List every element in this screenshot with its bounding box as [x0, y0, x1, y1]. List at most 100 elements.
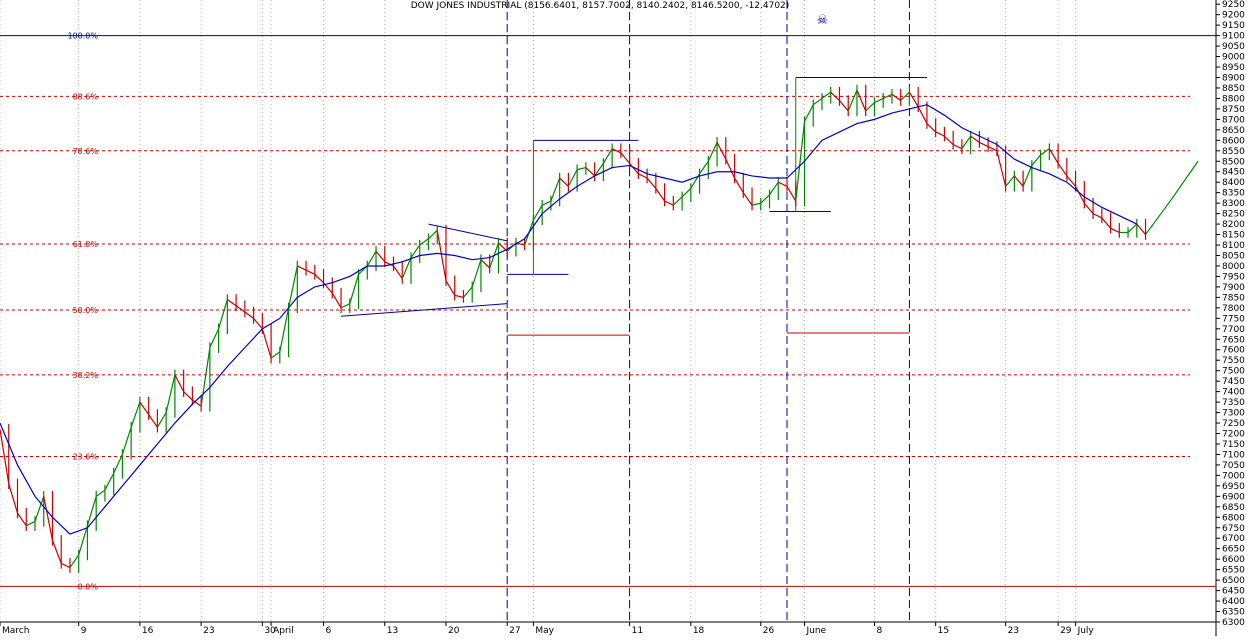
price-segment-110 [952, 143, 963, 150]
x-tick-label-0: March [2, 626, 29, 636]
price-segment-26 [218, 299, 228, 329]
y-tick-label-47: 8650 [1222, 126, 1245, 136]
price-segment-96 [830, 91, 840, 101]
y-tick-label-41: 8350 [1222, 189, 1245, 199]
y-tick-label-7: 6650 [1222, 545, 1245, 555]
y-tick-label-35: 8050 [1222, 252, 1245, 262]
price-segment-9 [69, 554, 80, 568]
price-segment-31 [261, 328, 272, 359]
y-tick-label-42: 8400 [1222, 178, 1245, 188]
price-segment-114 [987, 146, 998, 152]
price-segment-109 [943, 135, 954, 145]
y-tick-label-10: 6800 [1222, 513, 1245, 523]
x-tick-label-12: 18 [693, 626, 705, 636]
price-segment-121 [1048, 148, 1059, 164]
price-segment-25 [209, 328, 220, 348]
price-segment-11 [86, 496, 97, 526]
price-segment-21 [174, 374, 185, 392]
price-segment-24 [200, 347, 211, 407]
price-segment-116 [1005, 175, 1015, 187]
y-tick-label-4: 6500 [1222, 576, 1245, 586]
price-segment-71 [611, 148, 622, 154]
y-tick-label-8: 6700 [1222, 534, 1245, 544]
price-segment-94 [812, 97, 823, 106]
x-tick-label-5: April [273, 626, 294, 636]
y-tick-label-5: 6550 [1222, 566, 1245, 576]
x-tick-label-11: 11 [632, 626, 643, 636]
y-tick-label-3: 6450 [1222, 587, 1245, 597]
price-segment-45 [384, 261, 394, 267]
price-segment-112 [970, 135, 980, 143]
y-tick-label-32: 7900 [1222, 283, 1245, 293]
price-segment-10 [78, 525, 89, 556]
price-segment-7 [51, 540, 62, 564]
price-segment-104 [900, 91, 910, 101]
price-segment-32 [270, 351, 281, 359]
price-segment-72 [620, 152, 631, 164]
x-tick-label-10: May [535, 626, 554, 636]
price-segment-127 [1101, 217, 1112, 229]
y-tick-label-25: 7550 [1222, 356, 1245, 366]
price-segment-78 [672, 196, 683, 206]
price-segment-1 [0, 429, 10, 484]
fib-level-label-2: 38.2% [73, 371, 99, 380]
price-segment-28 [235, 305, 246, 313]
price-segment-67 [576, 166, 587, 171]
price-segment-66 [567, 169, 578, 187]
x-tick-label-19: July [1077, 626, 1095, 636]
y-tick-label-11: 6850 [1222, 503, 1245, 513]
y-tick-label-1: 6350 [1222, 608, 1245, 618]
price-segment-86 [742, 192, 753, 206]
price-segment-20 [165, 374, 176, 413]
price-segment-23 [192, 399, 202, 407]
price-segment-92 [795, 121, 806, 202]
price-segment-95 [821, 91, 832, 99]
fib-level-label-7: 100.0% [67, 32, 98, 41]
y-tick-label-15: 7050 [1222, 461, 1245, 471]
price-segment-6 [43, 496, 54, 541]
price-segment-117 [1013, 175, 1024, 187]
price-segment-19 [156, 412, 167, 428]
y-tick-label-13: 6950 [1222, 482, 1245, 492]
y-tick-label-17: 7150 [1222, 440, 1245, 450]
y-tick-label-43: 8450 [1222, 168, 1245, 178]
price-segment-14 [113, 454, 123, 474]
x-tick-label-7: 13 [387, 626, 398, 636]
price-segment-48 [410, 244, 421, 258]
price-segment-64 [550, 177, 561, 202]
y-tick-label-54: 9000 [1222, 53, 1245, 63]
price-segment-35 [297, 265, 307, 271]
price-segment-91 [786, 186, 797, 202]
x-tick-label-3: 23 [203, 626, 214, 636]
price-segment-37 [314, 273, 324, 284]
price-segment-123 [1066, 175, 1077, 187]
fib-level-label-4: 61.8% [73, 240, 99, 249]
price-segment-17 [139, 401, 150, 416]
price-segment-76 [655, 188, 666, 202]
price-segment-15 [121, 427, 132, 455]
y-tick-label-53: 8950 [1222, 63, 1245, 73]
y-tick-label-34: 8000 [1222, 262, 1245, 272]
price-segment-99 [856, 89, 867, 112]
y-tick-label-38: 8200 [1222, 220, 1245, 230]
x-tick-label-16: 15 [938, 626, 949, 636]
price-segment-107 [926, 123, 937, 133]
price-segment-34 [287, 265, 298, 308]
price-segment-33 [279, 307, 290, 352]
y-tick-label-18: 7200 [1222, 430, 1245, 440]
y-tick-label-27: 7650 [1222, 335, 1245, 345]
y-tick-label-0: 6300 [1222, 618, 1245, 628]
price-segment-22 [183, 391, 193, 401]
price-segment-89 [769, 181, 779, 196]
price-segment-29 [244, 311, 254, 319]
y-tick-label-9: 6750 [1222, 524, 1245, 534]
y-tick-label-46: 8600 [1222, 136, 1245, 146]
y-tick-label-20: 7300 [1222, 409, 1245, 419]
price-segment-2 [8, 483, 19, 514]
price-segment-111 [961, 135, 972, 150]
price-segment-84 [725, 158, 736, 179]
price-segment-69 [594, 163, 604, 177]
price-segment-98 [847, 89, 858, 112]
y-tick-label-23: 7450 [1222, 377, 1245, 387]
